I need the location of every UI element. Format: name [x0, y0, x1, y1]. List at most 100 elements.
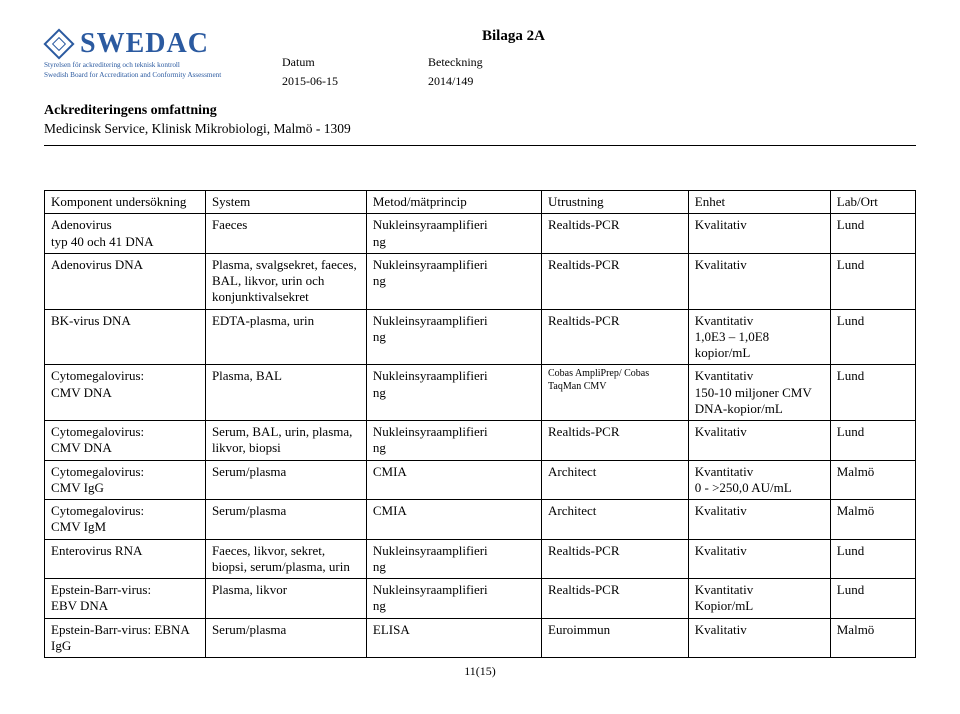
table-cell: Serum/plasma: [205, 460, 366, 500]
table-row: Epstein-Barr-virus:EBV DNAPlasma, likvor…: [45, 579, 916, 619]
table-cell: Nukleinsyraamplifiering: [366, 421, 541, 461]
table-cell: Kvantitativ0 - >250,0 AU/mL: [688, 460, 830, 500]
table-cell: Realtids-PCR: [542, 309, 689, 365]
table-cell: Adenovirus DNA: [45, 253, 206, 309]
datum-label: Datum: [282, 55, 338, 70]
table-cell: Faeces, likvor, sekret, biopsi, serum/pl…: [205, 539, 366, 579]
table-header-cell: Utrustning: [542, 191, 689, 214]
logo-subtitle-en: Swedish Board for Accreditation and Conf…: [44, 72, 254, 80]
table-cell: Lund: [830, 309, 915, 365]
divider: [44, 145, 916, 146]
table-header-cell: Metod/mätprincip: [366, 191, 541, 214]
table-cell: Malmö: [830, 500, 915, 540]
table-cell: Lund: [830, 365, 915, 421]
bilaga-label: Bilaga 2A: [482, 28, 545, 45]
table-cell: Nukleinsyraamplifiering: [366, 214, 541, 254]
table-cell: Realtids-PCR: [542, 579, 689, 619]
table-row: Adenovirustyp 40 och 41 DNAFaecesNuklein…: [45, 214, 916, 254]
table-row: Epstein-Barr-virus: EBNA IgGSerum/plasma…: [45, 618, 916, 658]
table-cell: Realtids-PCR: [542, 214, 689, 254]
table-header-cell: Komponent undersökning: [45, 191, 206, 214]
table-cell: Realtids-PCR: [542, 421, 689, 461]
table-cell: Enterovirus RNA: [45, 539, 206, 579]
table-cell: Kvantitativ150-10 miljoner CMV DNA-kopio…: [688, 365, 830, 421]
page-footer: 11(15): [44, 664, 916, 679]
table-row: Cytomegalovirus:CMV DNASerum, BAL, urin,…: [45, 421, 916, 461]
datum-value: 2015-06-15: [282, 74, 338, 89]
table-row: Cytomegalovirus:CMV DNAPlasma, BALNuklei…: [45, 365, 916, 421]
table-cell: Malmö: [830, 460, 915, 500]
table-cell: Cytomegalovirus:CMV DNA: [45, 365, 206, 421]
table-head: Komponent undersökningSystemMetod/mätpri…: [45, 191, 916, 214]
table-cell: Architect: [542, 460, 689, 500]
table-cell: KvantitativKopior/mL: [688, 579, 830, 619]
table-cell: EDTA-plasma, urin: [205, 309, 366, 365]
table-cell: Nukleinsyraamplifiering: [366, 539, 541, 579]
table-cell: Lund: [830, 539, 915, 579]
table-row: Adenovirus DNAPlasma, svalgsekret, faece…: [45, 253, 916, 309]
table-cell: Serum/plasma: [205, 500, 366, 540]
table-cell: Lund: [830, 421, 915, 461]
table-cell: ELISA: [366, 618, 541, 658]
main-table: Komponent undersökningSystemMetod/mätpri…: [44, 190, 916, 658]
table-cell: Nukleinsyraamplifiering: [366, 253, 541, 309]
table-cell: Lund: [830, 253, 915, 309]
table-body: Adenovirustyp 40 och 41 DNAFaecesNuklein…: [45, 214, 916, 658]
table-cell: Euroimmun: [542, 618, 689, 658]
logo-subtitle-sv: Styrelsen för ackreditering och teknisk …: [44, 62, 254, 70]
table-cell: Kvalitativ: [688, 618, 830, 658]
accreditation-sub: Medicinsk Service, Klinisk Mikrobiologi,…: [44, 121, 916, 137]
table-header-cell: System: [205, 191, 366, 214]
table-cell: Lund: [830, 579, 915, 619]
table-cell: Plasma, svalgsekret, faeces, BAL, likvor…: [205, 253, 366, 309]
table-cell: Realtids-PCR: [542, 539, 689, 579]
table-cell: Plasma, likvor: [205, 579, 366, 619]
table-cell: Epstein-Barr-virus: EBNA IgG: [45, 618, 206, 658]
table-cell: Serum/plasma: [205, 618, 366, 658]
table-cell: Kvalitativ: [688, 421, 830, 461]
table-row: Enterovirus RNAFaeces, likvor, sekret, b…: [45, 539, 916, 579]
table-cell: Kvalitativ: [688, 500, 830, 540]
table-cell: Adenovirustyp 40 och 41 DNA: [45, 214, 206, 254]
table-cell: Plasma, BAL: [205, 365, 366, 421]
logo-row: SWEDAC: [44, 28, 254, 60]
table-cell: Malmö: [830, 618, 915, 658]
table-cell: Lund: [830, 214, 915, 254]
table-cell: Cytomegalovirus:CMV DNA: [45, 421, 206, 461]
meta-datum: Datum 2015-06-15: [282, 55, 338, 89]
meta-wrap: Bilaga 2A Datum 2015-06-15 Beteckning 20…: [282, 28, 545, 89]
table-cell: Nukleinsyraamplifiering: [366, 579, 541, 619]
table-cell: Realtids-PCR: [542, 253, 689, 309]
table-cell: Epstein-Barr-virus:EBV DNA: [45, 579, 206, 619]
table-cell: Nukleinsyraamplifiering: [366, 365, 541, 421]
meta-beteckning: Beteckning 2014/149: [428, 55, 483, 89]
header: SWEDAC Styrelsen för ackreditering och t…: [44, 28, 916, 89]
table-cell: Nukleinsyraamplifiering: [366, 309, 541, 365]
logo-name: SWEDAC: [80, 28, 209, 60]
table-cell: Cytomegalovirus:CMV IgG: [45, 460, 206, 500]
logo-diamond-icon: [43, 28, 74, 59]
logo-block: SWEDAC Styrelsen för ackreditering och t…: [44, 28, 254, 80]
table-cell: CMIA: [366, 500, 541, 540]
table-row: BK-virus DNAEDTA-plasma, urinNukleinsyra…: [45, 309, 916, 365]
page: SWEDAC Styrelsen för ackreditering och t…: [0, 0, 960, 695]
table-row: Cytomegalovirus:CMV IgGSerum/plasmaCMIAA…: [45, 460, 916, 500]
table-row: Cytomegalovirus:CMV IgMSerum/plasmaCMIAA…: [45, 500, 916, 540]
table-cell: Cobas AmpliPrep/ Cobas TaqMan CMV: [542, 365, 689, 421]
beteckning-value: 2014/149: [428, 74, 483, 89]
meta-block: Datum 2015-06-15 Beteckning 2014/149: [282, 53, 545, 89]
table-cell: Kvalitativ: [688, 214, 830, 254]
table-cell: Architect: [542, 500, 689, 540]
table-header-cell: Enhet: [688, 191, 830, 214]
table-cell: Faeces: [205, 214, 366, 254]
table-cell: Serum, BAL, urin, plasma, likvor, biopsi: [205, 421, 366, 461]
accreditation-block: Ackrediteringens omfattning Medicinsk Se…: [44, 103, 916, 137]
accreditation-title: Ackrediteringens omfattning: [44, 103, 916, 119]
table-cell: Kvantitativ1,0E3 – 1,0E8 kopior/mL: [688, 309, 830, 365]
table-cell: Kvalitativ: [688, 253, 830, 309]
table-header-cell: Lab/Ort: [830, 191, 915, 214]
beteckning-label: Beteckning: [428, 55, 483, 70]
table-cell: Kvalitativ: [688, 539, 830, 579]
table-cell: Cytomegalovirus:CMV IgM: [45, 500, 206, 540]
table-header-row: Komponent undersökningSystemMetod/mätpri…: [45, 191, 916, 214]
